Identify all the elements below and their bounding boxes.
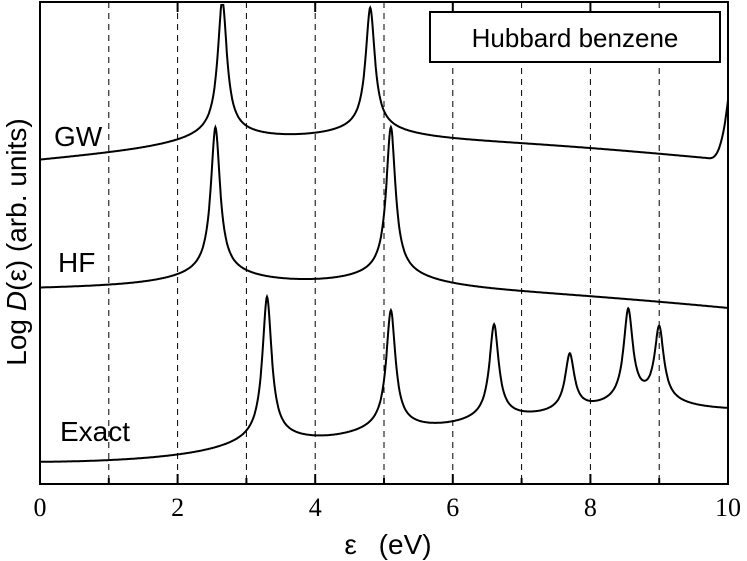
series-label-hf: HF [58, 247, 95, 278]
x-tick-label: 4 [309, 493, 322, 522]
x-tick-label: 8 [584, 493, 597, 522]
x-tick-label: 10 [715, 493, 741, 522]
y-axis-label: Log D(ε) (arb. units) [1, 118, 32, 365]
curve-hf [40, 124, 728, 309]
x-tick-label: 0 [34, 493, 47, 522]
x-axis-label: ε (eV) [344, 529, 431, 560]
x-axis-unit: (eV) [379, 529, 432, 560]
y-axis-prefix: Log [1, 311, 32, 366]
dos-curves [39, 4, 729, 463]
x-axis-symbol: ε [344, 529, 356, 560]
x-axis-ticks [39, 2, 729, 484]
grid-lines [108, 2, 660, 484]
legend-box [429, 11, 721, 63]
series-label-exact: Exact [60, 416, 130, 447]
legend-text: Hubbard benzene [472, 23, 679, 53]
curve-gw [39, 4, 729, 161]
y-axis-suffix: (ε) (arb. units) [1, 118, 32, 291]
x-tick-label: 2 [171, 493, 184, 522]
curve-exact [40, 293, 729, 463]
x-tick-label: 6 [446, 493, 459, 522]
x-axis-tick-labels: 0 2 4 6 8 10 [34, 493, 742, 522]
series-label-gw: GW [54, 121, 103, 152]
y-axis-italic: D [1, 291, 32, 311]
